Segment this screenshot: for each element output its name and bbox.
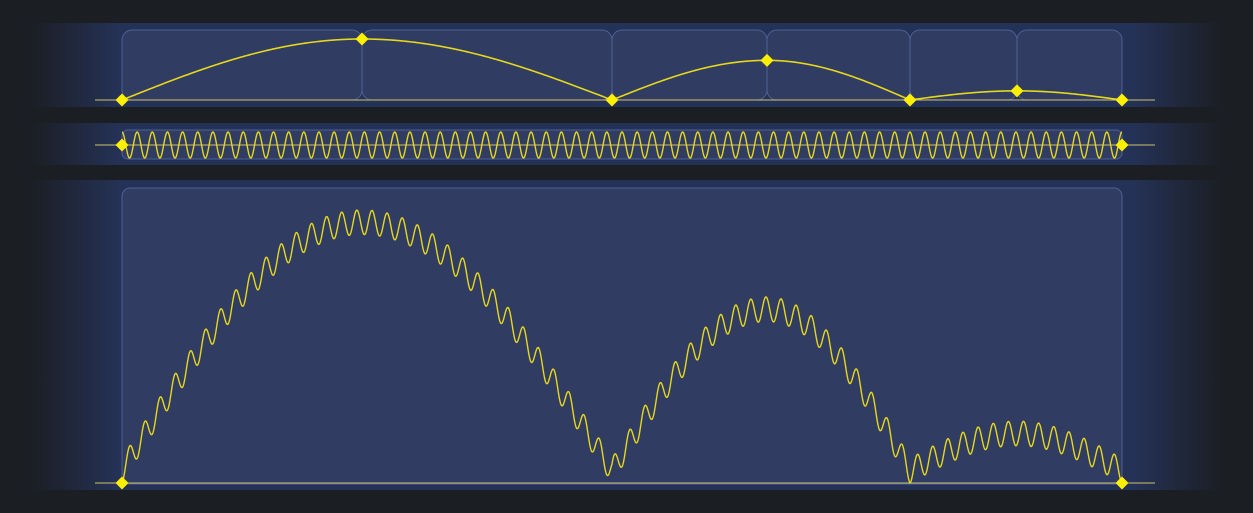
output-control-point[interactable] [115,476,129,490]
envelope-curve[interactable] [121,38,1123,101]
carrier-control-points[interactable] [115,138,1129,152]
envelope-segment-boxes [121,29,1123,101]
envelope-control-points[interactable] [115,32,1129,107]
output-curve [121,209,1123,485]
envelope-segment-box [1016,29,1123,101]
output-inner-box [121,187,1123,485]
output-panel [30,180,1223,490]
envelope-control-point[interactable] [903,93,917,107]
envelope-segment-box [909,29,1018,101]
carrier-panel [30,123,1223,165]
envelope-control-point[interactable] [760,53,774,67]
envelope-segment-box [611,29,768,101]
output-control-points[interactable] [115,476,1129,490]
envelope-segment-box [766,29,911,101]
envelope-control-point[interactable] [1010,84,1024,98]
envelope-control-point[interactable] [1115,93,1129,107]
carrier-control-point[interactable] [1115,138,1129,152]
envelope-panel [30,23,1223,107]
carrier-curve[interactable] [121,131,1123,159]
envelope-control-point[interactable] [115,93,129,107]
carrier-control-point[interactable] [115,138,129,152]
envelope-control-point[interactable] [355,32,369,46]
output-control-point[interactable] [1115,476,1129,490]
envelope-control-point[interactable] [605,93,619,107]
